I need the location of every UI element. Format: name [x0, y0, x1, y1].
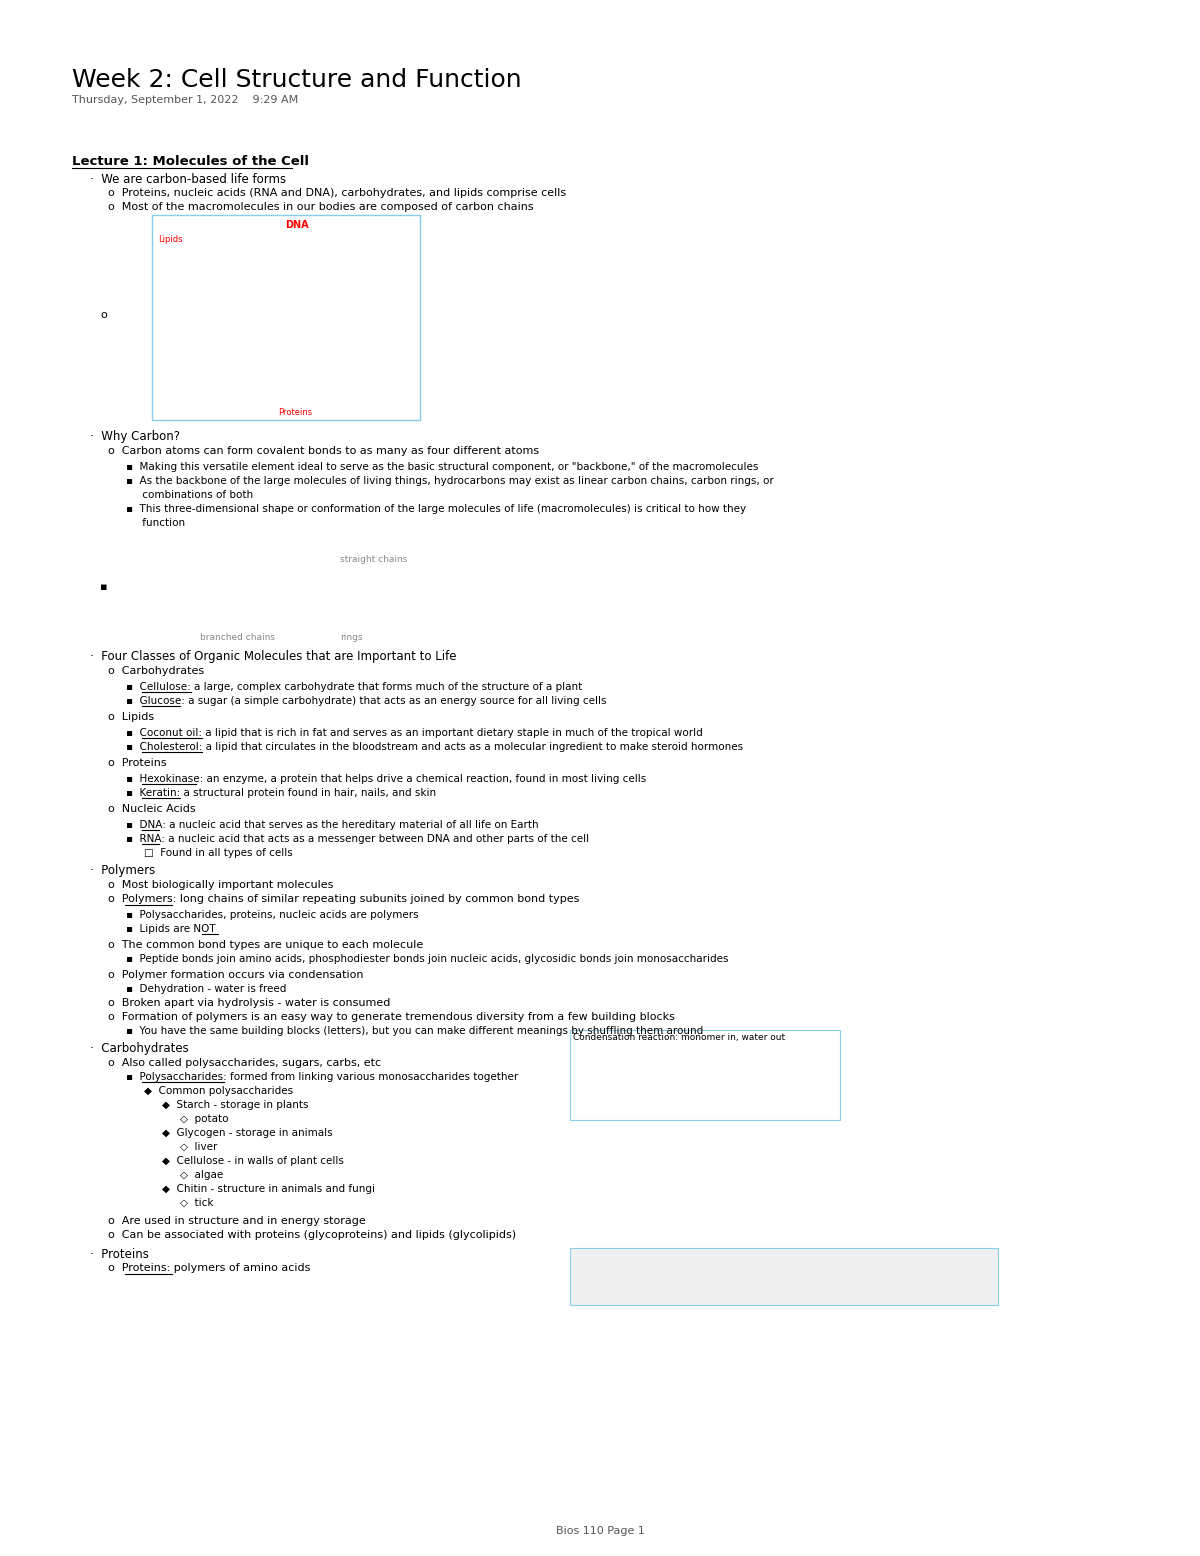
Text: ▪  Dehydration - water is freed: ▪ Dehydration - water is freed	[126, 983, 287, 994]
Text: Lecture 1: Molecules of the Cell: Lecture 1: Molecules of the Cell	[72, 156, 310, 168]
Text: ▪  As the backbone of the large molecules of living things, hydrocarbons may exi: ▪ As the backbone of the large molecules…	[126, 476, 774, 485]
Text: o  Proteins: o Proteins	[108, 758, 167, 769]
Text: ▪  Hexokinase: an enzyme, a protein that helps drive a chemical reaction, found : ▪ Hexokinase: an enzyme, a protein that …	[126, 773, 647, 784]
Text: o  Broken apart via hydrolysis - water is consumed: o Broken apart via hydrolysis - water is…	[108, 997, 390, 1008]
Text: Condensation reaction: monomer in, water out: Condensation reaction: monomer in, water…	[574, 1033, 785, 1043]
Text: ·  We are carbon-based life forms: · We are carbon-based life forms	[90, 173, 286, 187]
Bar	[570, 1030, 840, 1120]
Text: o: o	[100, 310, 107, 321]
Text: o  Most of the macromolecules in our bodies are composed of carbon chains: o Most of the macromolecules in our bodi…	[108, 202, 534, 212]
Text: straight chains: straight chains	[340, 555, 407, 563]
Text: o  Proteins, nucleic acids (RNA and DNA), carbohydrates, and lipids comprise cel: o Proteins, nucleic acids (RNA and DNA),…	[108, 188, 566, 198]
Text: ·  Why Carbon?: · Why Carbon?	[90, 429, 180, 443]
Text: ◆  Cellulose - in walls of plant cells: ◆ Cellulose - in walls of plant cells	[162, 1156, 344, 1165]
Text: ▪  Lipids are NOT: ▪ Lipids are NOT	[126, 924, 216, 934]
Text: Lipids: Lipids	[158, 235, 182, 244]
Text: Bios 110 Page 1: Bios 110 Page 1	[556, 1526, 644, 1536]
Text: ·  Proteins: · Proteins	[90, 1248, 149, 1260]
Text: ◇  tick: ◇ tick	[180, 1198, 214, 1207]
Text: ▪  Glucose: a sugar (a simple carbohydrate) that acts as an energy source for al: ▪ Glucose: a sugar (a simple carbohydrat…	[126, 696, 606, 706]
Text: ▪  You have the same building blocks (letters), but you can make different meani: ▪ You have the same building blocks (let…	[126, 1025, 703, 1036]
Bar	[152, 215, 420, 420]
Text: function: function	[126, 518, 185, 527]
Text: ◆  Common polysaccharides: ◆ Common polysaccharides	[144, 1086, 293, 1095]
Text: o  Polymers: long chains of similar repeating subunits joined by common bond typ: o Polymers: long chains of similar repea…	[108, 895, 580, 904]
Text: ·  Carbohydrates: · Carbohydrates	[90, 1043, 188, 1055]
Text: branched chains: branched chains	[200, 633, 275, 643]
Text: rings: rings	[340, 633, 362, 643]
Text: ◇  liver: ◇ liver	[180, 1142, 217, 1151]
Text: □  Found in all types of cells: □ Found in all types of cells	[144, 848, 293, 857]
Bar	[570, 1248, 998, 1305]
Text: o  Carbohydrates: o Carbohydrates	[108, 666, 204, 675]
Text: ▪  DNA: a nucleic acid that serves as the hereditary material of all life on Ear: ▪ DNA: a nucleic acid that serves as the…	[126, 820, 539, 829]
Text: o  Lipids: o Lipids	[108, 713, 154, 722]
Text: ◇  potato: ◇ potato	[180, 1114, 228, 1123]
Text: o  Nucleic Acids: o Nucleic Acids	[108, 804, 196, 814]
Text: combinations of both: combinations of both	[126, 490, 253, 499]
Text: o  Also called polysaccharides, sugars, carbs, etc: o Also called polysaccharides, sugars, c…	[108, 1058, 382, 1067]
Text: ◇  algae: ◇ algae	[180, 1170, 223, 1179]
Text: o  Carbon atoms can form covalent bonds to as many as four different atoms: o Carbon atoms can form covalent bonds t…	[108, 447, 539, 456]
Text: o  Formation of polymers is an easy way to generate tremendous diversity from a : o Formation of polymers is an easy way t…	[108, 1011, 674, 1022]
Text: ▪  Polysaccharides, proteins, nucleic acids are polymers: ▪ Polysaccharides, proteins, nucleic aci…	[126, 910, 419, 920]
Text: ·  Polymers: · Polymers	[90, 864, 155, 878]
Text: Week 2: Cell Structure and Function: Week 2: Cell Structure and Function	[72, 68, 522, 92]
Text: ◆  Glycogen - storage in animals: ◆ Glycogen - storage in animals	[162, 1128, 332, 1137]
Text: o  Polymer formation occurs via condensation: o Polymer formation occurs via condensat…	[108, 969, 364, 980]
Text: o  The common bond types are unique to each molecule: o The common bond types are unique to ea…	[108, 940, 424, 951]
Text: ▪  Coconut oil: a lipid that is rich in fat and serves as an important dietary s: ▪ Coconut oil: a lipid that is rich in f…	[126, 728, 703, 738]
Text: o  Are used in structure and in energy storage: o Are used in structure and in energy st…	[108, 1215, 366, 1226]
Text: o  Most biologically important molecules: o Most biologically important molecules	[108, 881, 334, 890]
Text: Thursday, September 1, 2022    9:29 AM: Thursday, September 1, 2022 9:29 AM	[72, 95, 299, 104]
Text: ▪  RNA: a nucleic acid that acts as a messenger between DNA and other parts of t: ▪ RNA: a nucleic acid that acts as a mes…	[126, 834, 589, 843]
Text: ▪  Cholesterol: a lipid that circulates in the bloodstream and acts as a molecul: ▪ Cholesterol: a lipid that circulates i…	[126, 742, 743, 752]
Text: ▪  Cellulose: a large, complex carbohydrate that forms much of the structure of : ▪ Cellulose: a large, complex carbohydra…	[126, 682, 582, 692]
Text: DNA: DNA	[286, 219, 308, 230]
Text: o  Proteins: polymers of amino acids: o Proteins: polymers of amino acids	[108, 1263, 311, 1273]
Text: ▪  Making this versatile element ideal to serve as the basic structural componen: ▪ Making this versatile element ideal to…	[126, 462, 758, 471]
Text: ▪: ▪	[100, 582, 108, 591]
Text: ◆  Starch - storage in plants: ◆ Starch - storage in plants	[162, 1100, 308, 1109]
Text: Proteins: Proteins	[278, 408, 312, 417]
Text: ·  Four Classes of Organic Molecules that are Important to Life: · Four Classes of Organic Molecules that…	[90, 650, 456, 663]
Text: ▪  Peptide bonds join amino acids, phosphodiester bonds join nucleic acids, glyc: ▪ Peptide bonds join amino acids, phosph…	[126, 954, 728, 965]
Text: ▪  This three-dimensional shape or conformation of the large molecules of life (: ▪ This three-dimensional shape or confor…	[126, 504, 746, 513]
Text: o  Can be associated with proteins (glycoproteins) and lipids (glycolipids): o Can be associated with proteins (glyco…	[108, 1229, 516, 1240]
Text: ◆  Chitin - structure in animals and fungi: ◆ Chitin - structure in animals and fung…	[162, 1184, 374, 1193]
Text: ▪  Polysaccharides: formed from linking various monosaccharides together: ▪ Polysaccharides: formed from linking v…	[126, 1072, 518, 1081]
Text: ▪  Keratin: a structural protein found in hair, nails, and skin: ▪ Keratin: a structural protein found in…	[126, 787, 436, 798]
